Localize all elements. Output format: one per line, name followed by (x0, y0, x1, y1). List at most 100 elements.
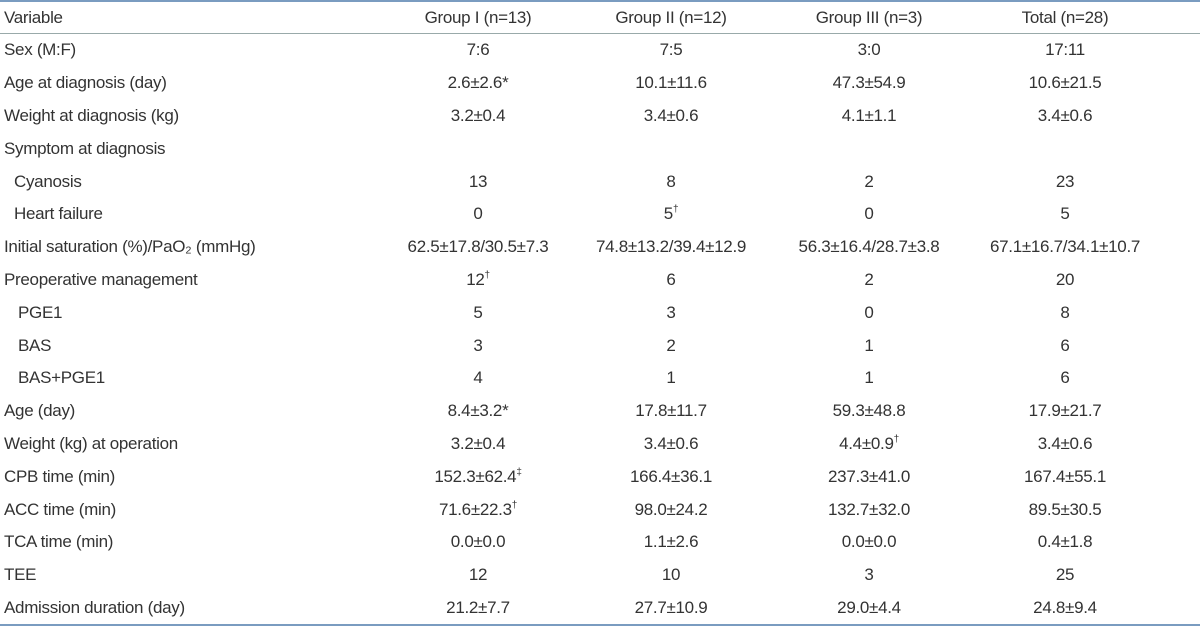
cell: BAS+PGE1 (18, 368, 105, 388)
cell: 12† (380, 270, 576, 290)
cell: 7:5 (659, 40, 683, 60)
cell: ACC time (min) (4, 499, 116, 519)
cell-text: 12 (466, 269, 485, 289)
cell: 1 (864, 368, 874, 388)
table-row: Age (day) 8.4±3.2* 17.8±11.7 59.3±48.8 17.9±… (0, 395, 1200, 428)
cell: 166.4±36.1 (630, 466, 712, 486)
cell: 3 (864, 565, 874, 585)
cell: Sex (M:F) (4, 40, 76, 60)
cell: Age (day) (4, 401, 76, 421)
cell: Preoperative management (4, 269, 198, 289)
table-row: Age at diagnosis (day) 2.6±2.6* 10.1±11.6 4… (0, 67, 1200, 100)
table-row: Heart failure 0 5† 0 5 (0, 198, 1200, 231)
table-row: CPB time (min) 152.3±62.4‡ 166.4±36.1 237.3… (0, 460, 1200, 493)
cell: 6 (666, 269, 676, 289)
cell: Cyanosis (14, 171, 82, 191)
cell: 152.3±62.4‡ (380, 467, 576, 487)
cell: 4 (473, 368, 483, 388)
cell: 10.1±11.6 (635, 73, 707, 93)
cell: Group I (n=13) (424, 7, 532, 27)
cell: CPB time (min) (4, 466, 116, 486)
cell: Group II (n=12) (615, 7, 727, 27)
cell: PGE1 (18, 302, 63, 322)
footnote-mark: † (511, 499, 518, 511)
cell-text: 152.3±62.4 (434, 466, 517, 486)
cell: 62.5±17.8/30.5±7.3 (407, 237, 549, 257)
cell: Symptom at diagnosis (4, 138, 166, 158)
cell: 167.4±55.1 (1024, 466, 1106, 486)
cell: 0 (473, 204, 483, 224)
cell: 20 (1055, 269, 1075, 289)
table-row: BAS 3 2 1 6 (0, 329, 1200, 362)
cell: 5 (1060, 204, 1070, 224)
cell: 3 (473, 335, 483, 355)
cell: 59.3±48.8 (832, 401, 906, 421)
cell: 7:6 (466, 40, 490, 60)
table-row: ACC time (min) 71.6±22.3† 98.0±24.2 132.7±3… (0, 493, 1200, 526)
cell: 74.8±13.2/39.4±12.9 (595, 237, 747, 257)
header-row: Variable Group I (n=13) Group II (n=12) Gro… (0, 2, 1200, 34)
cell: 0 (864, 302, 874, 322)
cell: 71.6±22.3† (380, 500, 576, 520)
table-row: TCA time (min) 0.0±0.0 1.1±2.6 0.0±0.0 0.4±1… (0, 526, 1200, 559)
table-row: TEE 12 10 3 25 (0, 559, 1200, 592)
cell: 67.1±16.7/34.1±10.7 (989, 237, 1141, 257)
cell: 2 (864, 269, 874, 289)
cell: 13 (468, 171, 488, 191)
cell: 27.7±10.9 (634, 597, 708, 617)
cell: 3:0 (857, 40, 881, 60)
table-row: Initial saturation (%)/PaO₂ (mmHg) 62.5±1… (0, 231, 1200, 264)
cell: Age at diagnosis (day) (4, 73, 167, 93)
cell: 5† (576, 204, 766, 224)
cell: 0.0±0.0 (450, 532, 506, 552)
cell: 8 (666, 171, 676, 191)
cell-text: 4.4±0.9 (839, 433, 894, 453)
cell: 17.8±11.7 (635, 401, 707, 421)
cell: 0.4±1.8 (1037, 532, 1093, 552)
cell: BAS (18, 335, 52, 355)
cell: 24.8±9.4 (1033, 597, 1097, 617)
cell: 23 (1055, 171, 1075, 191)
cell: Weight (kg) at operation (4, 433, 178, 453)
table-row: Preoperative management 12† 6 2 20 (0, 264, 1200, 297)
table-row: PGE1 5 3 0 8 (0, 296, 1200, 329)
cell: 3.2±0.4 (450, 105, 506, 125)
cell: 2 (666, 335, 676, 355)
footnote-mark: ‡ (516, 466, 522, 478)
cell: 3 (666, 302, 676, 322)
table-row: Weight (kg) at operation 3.2±0.4 3.4±0.6 4.… (0, 428, 1200, 461)
cell: 1 (864, 335, 874, 355)
cell: 4.4±0.9† (766, 434, 972, 454)
cell: 3.4±0.6 (1037, 105, 1093, 125)
cell: 98.0±24.2 (634, 499, 708, 519)
cell: Variable (4, 7, 63, 27)
cell: 12 (468, 565, 488, 585)
cell: 6 (1060, 335, 1070, 355)
cell: Group III (n=3) (815, 7, 923, 27)
table-row: Cyanosis 13 8 2 23 (0, 165, 1200, 198)
cell: 89.5±30.5 (1028, 499, 1102, 519)
cell: 0 (864, 204, 874, 224)
cell: 2 (864, 171, 874, 191)
cell: 3.4±0.6 (643, 105, 699, 125)
cell: 8.4±3.2* (447, 401, 509, 421)
cell: 132.7±32.0 (828, 499, 910, 519)
table-row: Admission duration (day) 21.2±7.7 27.7±10.… (0, 592, 1200, 625)
cell: Initial saturation (%)/PaO₂ (mmHg) (4, 237, 256, 257)
cell-text: 5 (663, 204, 673, 224)
cell: 3.2±0.4 (450, 433, 506, 453)
cell: 4.1±1.1 (841, 105, 897, 125)
cell: 8 (1060, 302, 1070, 322)
table-row: BAS+PGE1 4 1 1 6 (0, 362, 1200, 395)
cell: 10 (661, 565, 681, 585)
cell: Total (n=28) (1021, 7, 1109, 27)
footnote-mark: † (893, 433, 900, 445)
cell-text: 71.6±22.3 (438, 499, 512, 519)
cell: 2.6±2.6* (447, 73, 509, 93)
footnote-mark: † (484, 269, 491, 281)
cell: 237.3±41.0 (828, 466, 910, 486)
cell: 29.0±4.4 (837, 597, 901, 617)
cell: 21.2±7.7 (446, 597, 510, 617)
